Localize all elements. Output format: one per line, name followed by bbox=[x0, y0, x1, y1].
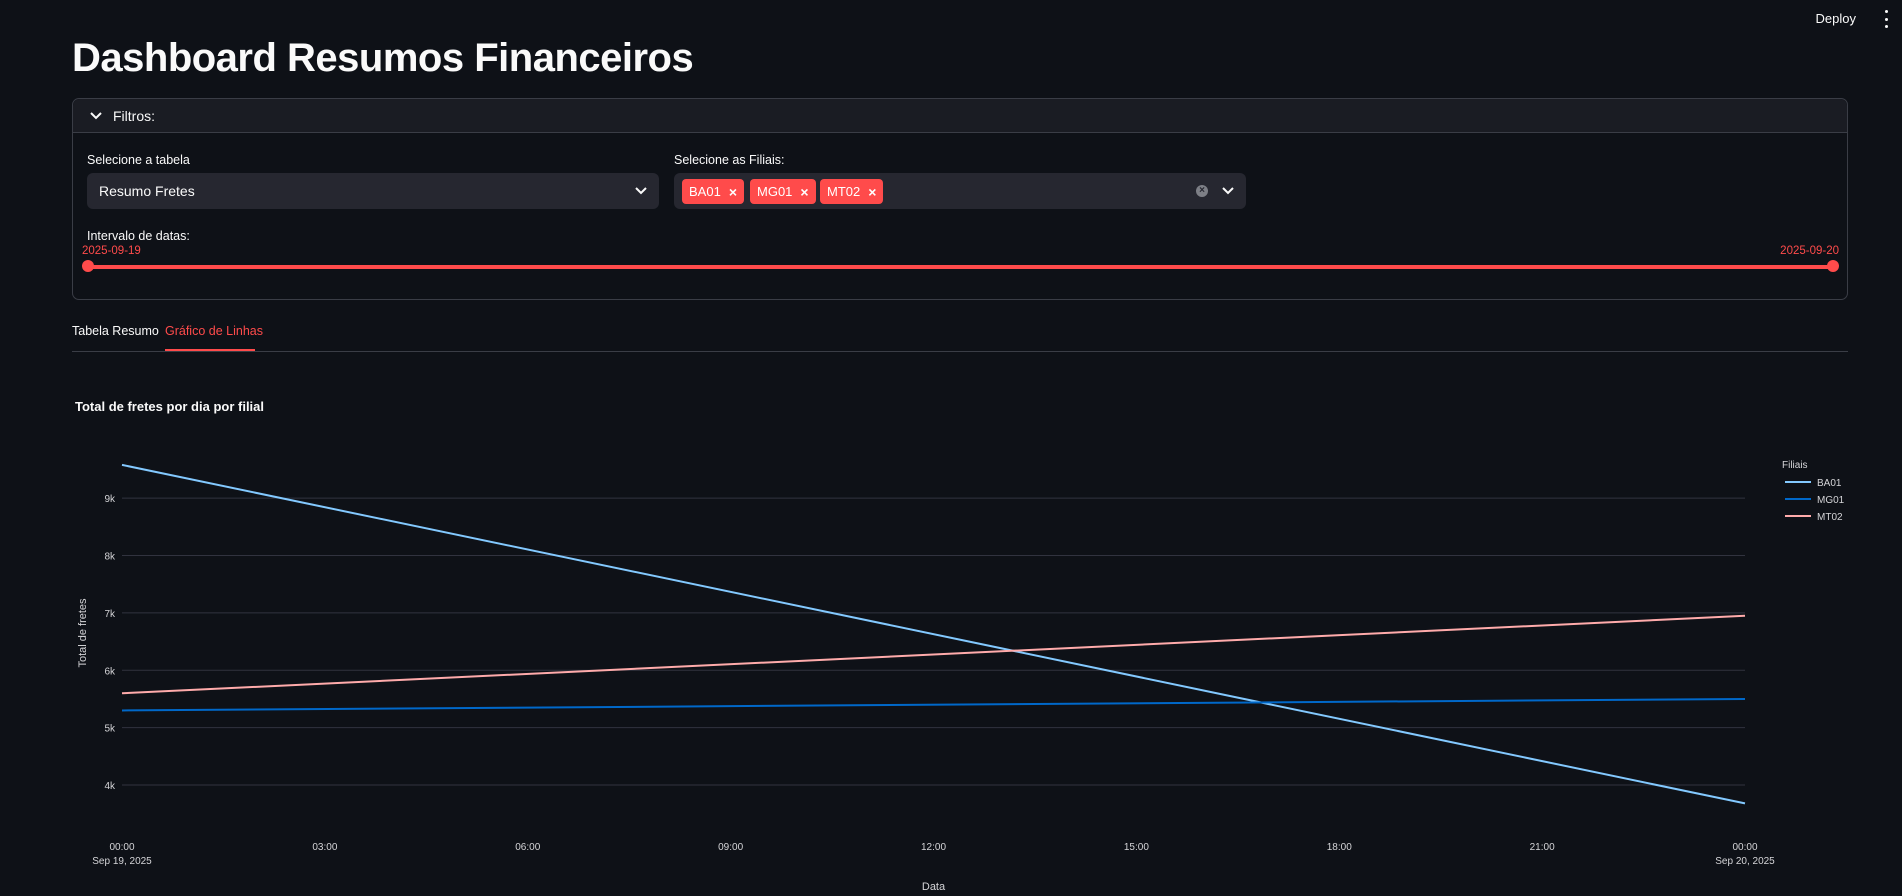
filters-title: Filtros: bbox=[113, 107, 155, 124]
x-tick-label: 21:00 bbox=[1530, 842, 1555, 853]
branch-select-label: Selecione as Filiais: bbox=[674, 153, 785, 167]
x-tick-label: 00:00 Sep 20, 2025 bbox=[1715, 842, 1775, 867]
table-select-value: Resumo Fretes bbox=[99, 183, 195, 199]
y-tick-label: 6k bbox=[104, 666, 116, 677]
tab-bar: Tabela Resumo Gráfico de Linhas bbox=[72, 318, 1848, 352]
chevron-down-icon bbox=[90, 111, 102, 119]
x-tick-label: 09:00 bbox=[718, 842, 743, 853]
active-tab-indicator bbox=[165, 349, 255, 351]
branch-tag: MG01 × bbox=[750, 179, 816, 204]
y-tick-label: 4k bbox=[104, 781, 116, 792]
page-title: Dashboard Resumos Financeiros bbox=[72, 36, 694, 80]
tab-grafico-de-linhas[interactable]: Gráfico de Linhas bbox=[165, 324, 263, 338]
filters-expander-header[interactable]: Filtros: bbox=[73, 99, 1847, 133]
x-tick-label: 18:00 bbox=[1327, 842, 1352, 853]
filters-expander: Filtros: Selecione a tabela Resumo Frete… bbox=[72, 98, 1848, 300]
series-line-mt02[interactable] bbox=[121, 614, 1746, 695]
chart-canvas[interactable]: 4k 5k 6k 7k 8k 9k 00:00 Sep 19, 2025 03:00 06:00 0… bbox=[72, 388, 1848, 896]
date-range-start-handle[interactable] bbox=[82, 260, 94, 272]
date-range-end-value: 2025-09-20 bbox=[1780, 245, 1839, 257]
x-tick-label: 00:00 Sep 19, 2025 bbox=[92, 842, 152, 867]
y-tick-label: 5k bbox=[104, 724, 116, 735]
remove-tag-icon[interactable]: × bbox=[800, 183, 809, 200]
series-line-mg01[interactable] bbox=[121, 697, 1746, 712]
legend-item-label[interactable]: MT02 bbox=[1817, 512, 1843, 523]
chevron-down-icon bbox=[635, 187, 647, 195]
date-range-end-handle[interactable] bbox=[1827, 260, 1839, 272]
remove-tag-icon[interactable]: × bbox=[728, 183, 737, 200]
remove-tag-icon[interactable]: × bbox=[868, 183, 877, 200]
chart-title: Total de fretes por dia por filial bbox=[75, 399, 265, 414]
y-tick-label: 7k bbox=[104, 609, 116, 620]
chevron-down-icon[interactable] bbox=[1220, 183, 1236, 199]
deploy-button[interactable]: Deploy bbox=[1815, 11, 1856, 26]
y-axis-label: Total de fretes bbox=[77, 598, 89, 668]
branch-tag: BA01 × bbox=[682, 179, 744, 204]
line-chart: Total de fretes por dia por filial 4k 5k 6… bbox=[72, 388, 1848, 896]
y-tick-label: 8k bbox=[104, 552, 116, 563]
date-range-start-value: 2025-09-19 bbox=[82, 245, 141, 257]
x-tick-label: 15:00 bbox=[1124, 842, 1149, 853]
series-line-ba01[interactable] bbox=[121, 463, 1746, 805]
branch-tag-label: BA01 bbox=[689, 184, 721, 199]
x-tick-label: 06:00 bbox=[515, 842, 540, 853]
branch-tag-label: MG01 bbox=[757, 184, 793, 199]
legend-title: Filiais bbox=[1782, 460, 1808, 471]
x-tick-label: 12:00 bbox=[921, 842, 946, 853]
branch-tag-label: MT02 bbox=[827, 184, 861, 199]
date-range-track[interactable] bbox=[87, 265, 1833, 269]
branch-multiselect[interactable]: BA01 × MG01 × MT02 × × bbox=[674, 173, 1246, 209]
tab-tabela-resumo[interactable]: Tabela Resumo bbox=[72, 324, 159, 338]
table-select-label: Selecione a tabela bbox=[87, 153, 190, 167]
table-select[interactable]: Resumo Fretes bbox=[87, 173, 659, 209]
x-tick-label: 03:00 bbox=[312, 842, 337, 853]
y-tick-label: 9k bbox=[104, 494, 116, 505]
date-range-label: Intervalo de datas: bbox=[87, 229, 190, 243]
clear-all-icon[interactable]: × bbox=[1196, 185, 1208, 197]
top-bar: Deploy bbox=[0, 0, 1902, 36]
branch-tag: MT02 × bbox=[820, 179, 884, 204]
legend-item-label[interactable]: MG01 bbox=[1817, 495, 1845, 506]
x-axis-label: Data bbox=[922, 881, 946, 893]
legend-item-label[interactable]: BA01 bbox=[1817, 478, 1842, 489]
main-menu-icon[interactable] bbox=[1880, 10, 1892, 28]
